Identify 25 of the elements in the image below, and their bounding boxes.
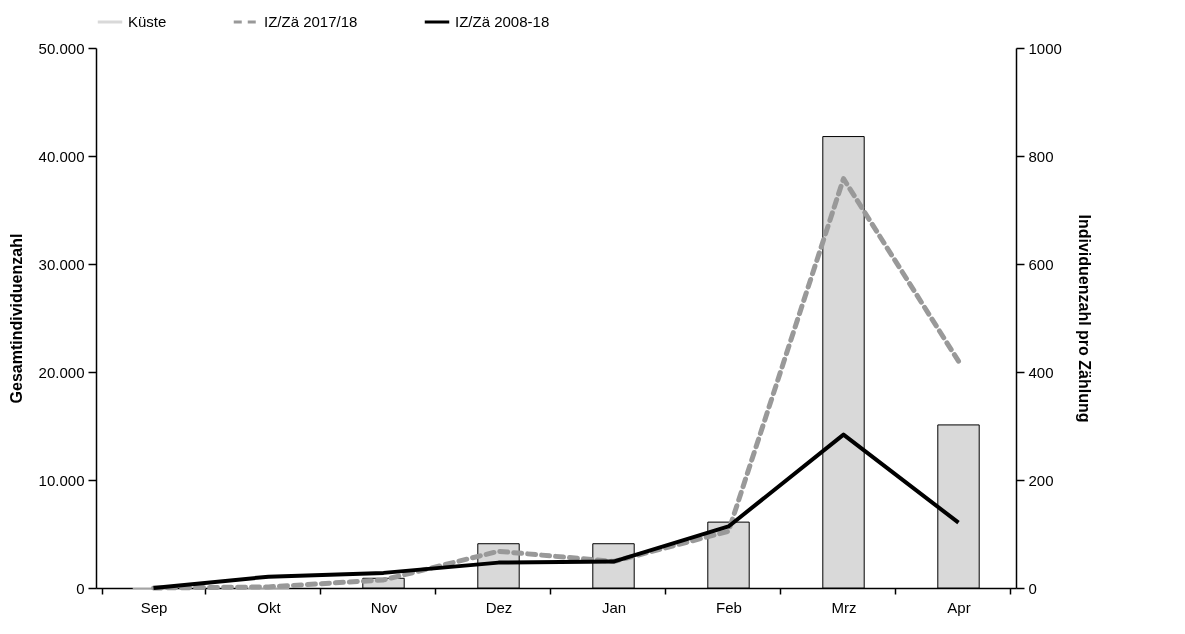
y-tick-label: 30.000 [38,255,85,273]
y-tick-label: 0 [76,579,85,597]
legend-label: Küste [128,13,167,30]
x-tick-label: Apr [947,598,971,616]
y2-tick-label: 200 [1028,471,1054,489]
y-tick-label: 40.000 [38,147,85,165]
x-tick-label: Nov [370,598,398,616]
y-tick-label: 50.000 [38,39,85,57]
y2-tick-label: 600 [1028,255,1054,273]
x-tick-label: Mrz [831,598,857,616]
x-tick-label: Jan [601,598,627,616]
y-tick-label: 10.000 [38,471,85,489]
y2-tick-label: 0 [1028,579,1037,597]
y2-tick-label: 1000 [1028,39,1062,57]
legend-label: IZ/Zä 2017/18 [264,13,358,30]
y2-tick-label: 400 [1028,363,1054,381]
x-tick-label: Feb [716,598,742,616]
x-tick-label: Sep [140,598,168,616]
y-tick-label: 20.000 [38,363,85,381]
y-axis-title: Gesamtindividuenzahl [7,233,25,404]
x-tick-label: Okt [257,598,282,616]
x-tick-label: Dez [485,598,513,616]
y2-axis-title: Individuenzahl pro Zählung [1075,214,1093,423]
legend-label: IZ/Zä 2008-18 [455,13,550,30]
y2-tick-label: 800 [1028,147,1054,165]
